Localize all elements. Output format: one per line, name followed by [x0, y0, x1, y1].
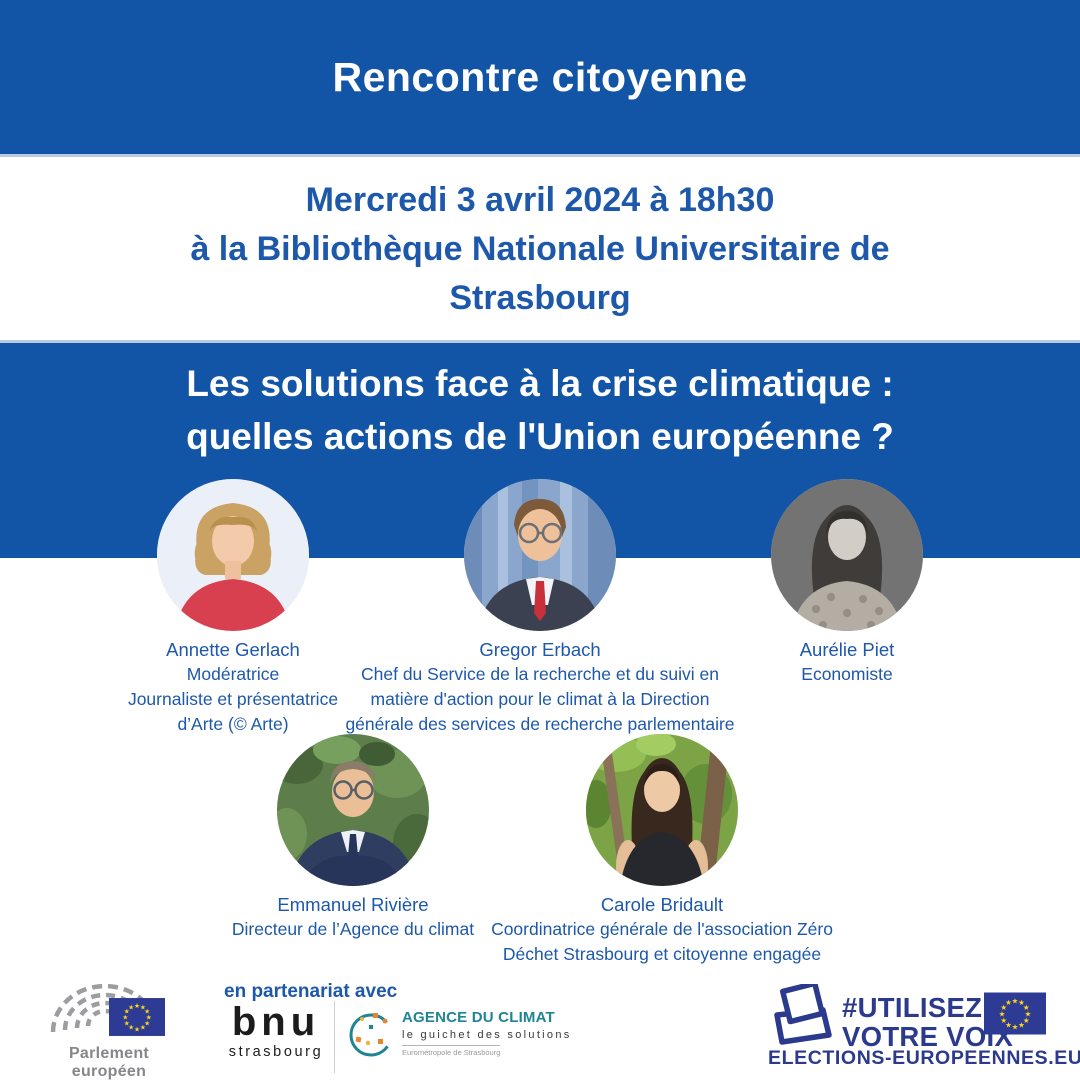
- agence-title: AGENCE DU CLIMAT: [402, 1009, 555, 1026]
- eu-flag-icon: [984, 992, 1046, 1035]
- bnu-city-label: strasbourg: [228, 1044, 324, 1060]
- eu-flag-icon: [109, 998, 165, 1036]
- logo-divider: [334, 1001, 335, 1073]
- bnu-strasbourg-logo: bnu strasbourg: [224, 1002, 328, 1060]
- speaker-card: Gregor Erbach Chef du Service de la rech…: [340, 479, 740, 737]
- speaker-role-line: Economiste: [801, 664, 893, 684]
- avatar-emmanuel-riviere: [277, 734, 429, 886]
- speaker-name: Carole Bridault: [600, 894, 724, 915]
- agence-climat-text: AGENCE DU CLIMAT le guichet des solution…: [402, 1003, 572, 1057]
- date-line: Mercredi 3 avril 2024 à 18h30: [305, 180, 775, 219]
- city-line: Strasbourg: [449, 278, 631, 317]
- ballot-box-icon: [774, 984, 832, 1045]
- agence-du-climat-logo: AGENCE DU CLIMAT le guichet des solution…: [347, 1003, 572, 1063]
- speaker-role-line: d’Arte (© Arte): [177, 714, 289, 734]
- speaker-role-line: Journaliste et présentatrice: [127, 689, 339, 709]
- avatar-aurelie-piet: [771, 479, 923, 631]
- banner-top: Rencontre citoyenne: [0, 0, 1080, 157]
- poster-title: Rencontre citoyenne: [332, 53, 748, 100]
- topic-line: Les solutions face à la crise climatique…: [186, 363, 894, 404]
- european-parliament-logo: Parlement européen: [45, 972, 173, 1080]
- speaker-card: Aurélie Piet Economiste: [717, 479, 977, 687]
- speaker-role-line: Déchet Strasbourg et citoyenne engagée: [502, 944, 822, 964]
- speaker-name: Annette Gerlach: [166, 639, 300, 660]
- ep-logo-label: Parlement européen: [68, 1045, 150, 1080]
- avatar-annette-gerlach: [157, 479, 309, 631]
- avatar-gregor-erbach: [464, 479, 616, 631]
- speaker-name: Gregor Erbach: [479, 639, 601, 660]
- avatar-carole-bridault: [586, 734, 738, 886]
- date-location-band: Mercredi 3 avril 2024 à 18h30 à la Bibli…: [0, 157, 1080, 340]
- speaker-card: Emmanuel Rivière Directeur de l’Agence d…: [183, 734, 523, 942]
- speaker-role-line: matière d'action pour le climat à la Dir…: [370, 689, 710, 709]
- bnu-wordmark: bnu: [231, 1000, 321, 1044]
- speaker-name: Emmanuel Rivière: [277, 894, 429, 915]
- speaker-role-line: Directeur de l’Agence du climat: [231, 919, 475, 939]
- campaign-slogan: #UTILISEZ VOTRE VOIX: [842, 993, 1013, 1051]
- speaker-role-line: Chef du Service de la recherche et du su…: [361, 664, 719, 684]
- location-line: à la Bibliothèque Nationale Universitair…: [190, 229, 890, 268]
- ep-hemicycle-icon: [50, 983, 165, 1036]
- agence-climat-icon: [349, 1013, 393, 1057]
- speaker-role-line: générale des services de recherche parle…: [345, 714, 735, 734]
- campaign-slogan-line: #UTILISEZ: [842, 992, 983, 1023]
- speaker-card: Annette Gerlach Modératrice Journaliste …: [63, 479, 403, 737]
- topic-line: quelles actions de l'Union européenne ?: [186, 416, 894, 457]
- agence-subtitle: le guichet des solutions: [402, 1029, 572, 1041]
- campaign-url: ELECTIONS-EUROPEENNES.EU: [768, 1047, 1080, 1069]
- speaker-role-line: Modératrice: [186, 664, 280, 684]
- speaker-card: Carole Bridault Coordinatrice générale d…: [462, 734, 862, 967]
- partnership-label: en partenariat avec: [224, 981, 398, 1002]
- agence-tagline: Eurométropole de Strasbourg: [402, 1045, 501, 1057]
- speaker-role-line: Coordinatrice générale de l'association …: [491, 919, 833, 939]
- speaker-name: Aurélie Piet: [799, 639, 895, 660]
